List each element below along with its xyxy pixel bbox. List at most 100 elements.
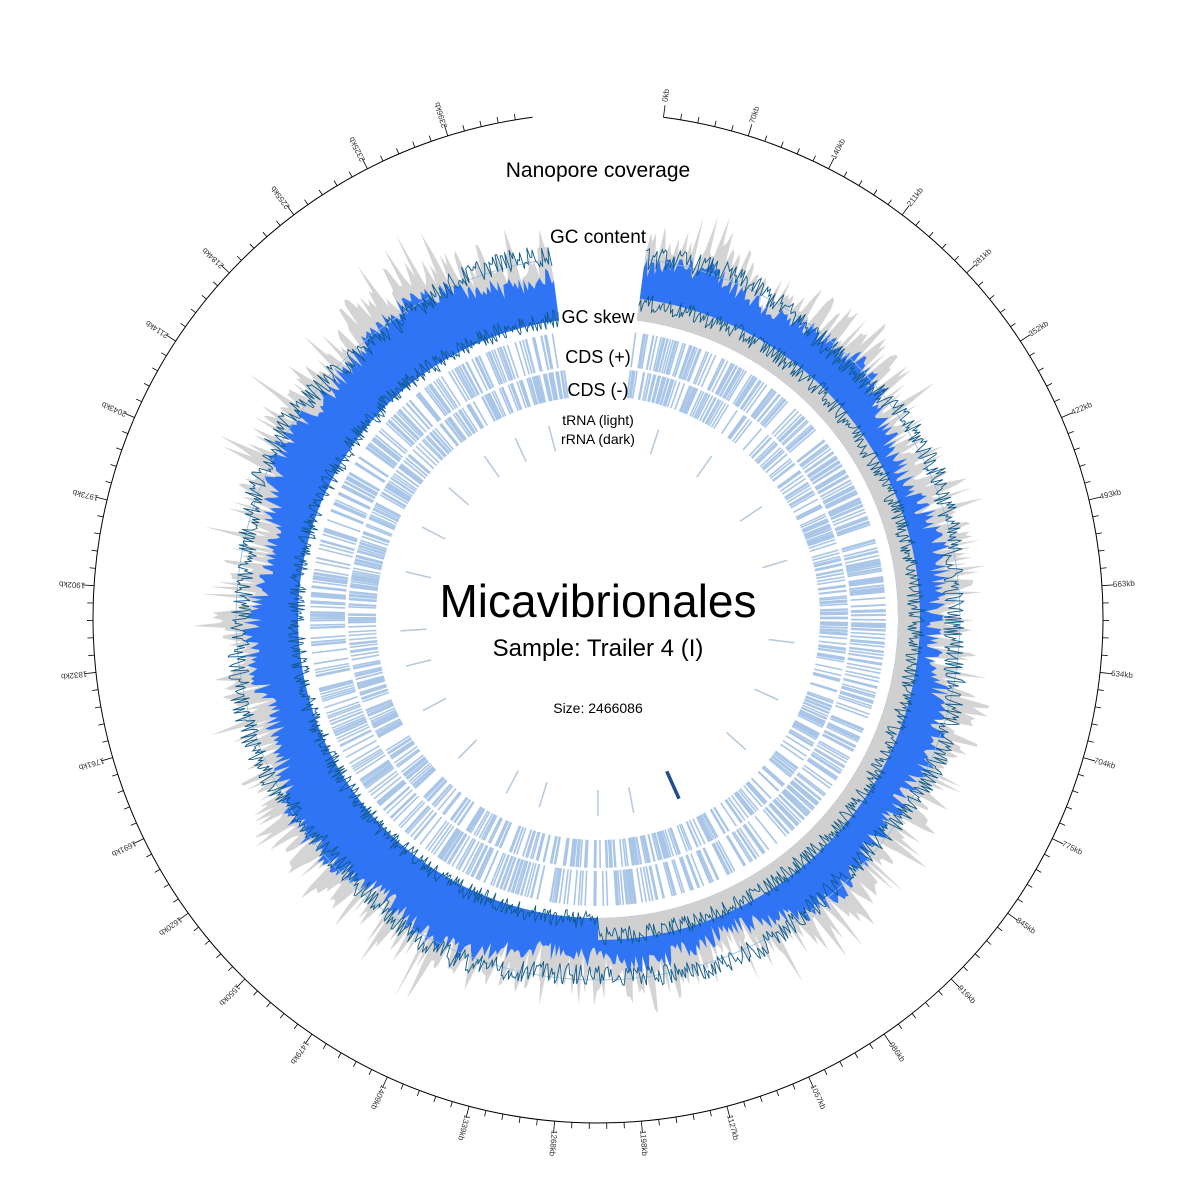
- minor-tick: [978, 281, 984, 287]
- minor-tick: [143, 382, 150, 387]
- minor-tick: [858, 180, 863, 186]
- label-cds-minus: CDS (-): [568, 380, 629, 400]
- cds-plus-features: [309, 332, 887, 907]
- minor-tick: [680, 113, 683, 120]
- minor-tick: [368, 1069, 373, 1076]
- minor-tick: [731, 125, 734, 132]
- axis-tick-label: 1339kb: [456, 1114, 472, 1142]
- minor-tick: [776, 1090, 780, 1097]
- minor-tick: [412, 141, 416, 148]
- minor-tick: [714, 120, 717, 127]
- major-tick: [553, 1121, 555, 1134]
- gc-content-track: [227, 247, 967, 986]
- minor-tick: [989, 294, 995, 300]
- major-tick: [286, 205, 295, 216]
- minor-tick: [496, 116, 499, 124]
- minor-tick: [111, 773, 118, 777]
- minor-tick: [89, 567, 96, 569]
- minor-tick: [333, 180, 338, 186]
- minor-tick: [869, 1043, 874, 1050]
- minor-tick: [1097, 689, 1104, 691]
- major-tick: [95, 496, 108, 501]
- minor-tick: [697, 116, 700, 124]
- minor-tick: [897, 1023, 903, 1030]
- minor-tick: [322, 1043, 327, 1050]
- minor-tick: [1046, 382, 1053, 387]
- minor-tick: [146, 853, 152, 858]
- label-trna: tRNA (light): [562, 412, 634, 428]
- minor-tick: [1054, 398, 1060, 403]
- minor-tick: [839, 1061, 843, 1067]
- minor-tick: [117, 790, 124, 794]
- minor-tick: [94, 706, 101, 709]
- minor-tick: [1092, 515, 1099, 518]
- label-rrna: rRNA (dark): [561, 431, 635, 447]
- axis-tick-label: 2325kb: [347, 135, 367, 163]
- major-tick: [1083, 757, 1095, 762]
- major-tick: [220, 264, 230, 274]
- major-tick: [236, 978, 246, 988]
- major-tick: [165, 334, 176, 342]
- trna-feature: [649, 429, 660, 455]
- minor-tick: [1098, 549, 1105, 552]
- minor-tick: [941, 243, 947, 249]
- rna-track: [400, 425, 795, 816]
- minor-tick: [1026, 883, 1033, 888]
- minor-tick: [974, 953, 980, 959]
- minor-tick: [479, 120, 482, 127]
- minor-tick: [764, 135, 768, 142]
- major-tick: [101, 757, 113, 762]
- minor-tick: [854, 1052, 859, 1059]
- major-tick: [808, 1076, 814, 1089]
- minor-tick: [276, 220, 281, 226]
- minor-tick: [1091, 723, 1098, 726]
- minor-tick: [154, 869, 161, 873]
- minor-tick: [1087, 740, 1094, 743]
- minor-tick: [180, 322, 186, 328]
- minor-tick: [293, 1023, 299, 1030]
- genome-size: Size: 2466086: [553, 700, 643, 716]
- axis-tick-label: 1832kb: [60, 669, 88, 681]
- axis-tick-label: 1550kb: [217, 982, 242, 1007]
- minor-tick: [501, 1113, 504, 1120]
- trna-feature: [768, 638, 795, 644]
- minor-tick: [780, 141, 784, 148]
- axis-tick-label: 1620kb: [157, 915, 184, 938]
- minor-tick: [193, 926, 199, 932]
- minor-tick: [337, 1052, 342, 1059]
- minor-tick: [675, 1116, 678, 1123]
- minor-tick: [380, 155, 384, 162]
- minor-tick: [190, 308, 196, 314]
- trna-feature: [628, 787, 635, 813]
- trna-feature: [548, 425, 557, 452]
- major-tick: [83, 672, 96, 675]
- minor-tick: [518, 1116, 521, 1123]
- minor-tick: [513, 113, 516, 120]
- minor-tick: [318, 189, 323, 196]
- minor-tick: [692, 1113, 695, 1120]
- minor-tick: [462, 125, 465, 132]
- minor-tick: [1100, 567, 1107, 569]
- trna-feature: [448, 487, 469, 506]
- minor-tick: [262, 231, 268, 237]
- minor-tick: [212, 281, 218, 287]
- major-tick: [123, 412, 135, 418]
- minor-tick: [759, 1096, 763, 1103]
- minor-tick: [709, 1110, 712, 1117]
- minor-tick: [1035, 869, 1042, 873]
- minor-tick: [416, 1090, 420, 1097]
- label-gc-skew: GC skew: [561, 307, 635, 327]
- minor-tick: [228, 966, 233, 972]
- axis-tick-label: 2396kb: [432, 101, 449, 129]
- major-tick: [828, 157, 835, 169]
- minor-tick: [201, 294, 207, 300]
- minor-tick: [216, 953, 222, 959]
- trna-feature: [422, 697, 447, 712]
- minor-tick: [938, 990, 943, 996]
- minor-tick: [433, 1096, 437, 1103]
- minor-tick: [266, 1002, 271, 1008]
- axis-tick-label: 2043kb: [100, 400, 128, 419]
- minor-tick: [116, 447, 122, 451]
- major-tick: [132, 838, 144, 845]
- minor-tick: [963, 966, 968, 972]
